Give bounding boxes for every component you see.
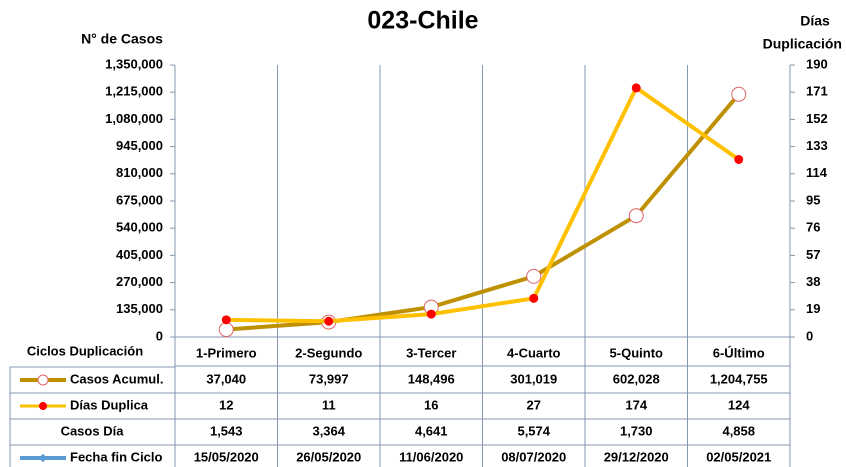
legend-key [37,374,49,386]
legend-key [39,402,47,410]
table-cell: 16 [424,397,438,412]
point [731,86,747,102]
x-tick-label: 6-Último [713,345,765,360]
y-tick-label: 675,000 [116,192,163,207]
x-tick-label: 1-Primero [196,345,257,360]
legend-key [38,453,48,463]
point [529,293,539,303]
y2-tick-label: 19 [806,301,820,316]
y2-tick-label: 95 [806,192,820,207]
y-axis-label: N° de Casos [81,31,163,47]
legend-label: Fecha fin Ciclo [70,449,163,464]
y2-tick-label: 190 [806,56,828,71]
series-line [226,92,741,332]
point [218,322,234,338]
legend-label: Casos Acumul. [70,371,163,386]
point [631,83,641,93]
table-cell: 37,040 [206,371,246,386]
table-cell: 73,997 [309,371,349,386]
y2-axis-label: Duplicación [763,36,842,52]
table-cell: 02/05/2021 [706,449,771,464]
table-cell: 602,028 [613,371,660,386]
table-cell: 148,496 [408,371,455,386]
legend-label: Casos Día [61,423,125,438]
x-tick-label: 4-Cuarto [507,345,561,360]
table-cell: 301,019 [510,371,557,386]
point [734,154,744,164]
chart-title: 023-Chile [367,7,478,35]
y-tick-label: 0 [156,328,163,343]
x-tick-label: 3-Tercer [406,345,456,360]
point [628,208,644,224]
y-tick-label: 810,000 [116,165,163,180]
y2-tick-label: 114 [806,165,828,180]
table-cell: 3,364 [312,423,345,438]
y2-axis-label: Días [800,13,830,29]
point [526,268,542,284]
y2-tick-label: 152 [806,111,828,126]
x-tick-label: 5-Quinto [610,345,663,360]
point [324,316,334,326]
table-cell: 27 [527,397,541,412]
point [221,315,231,325]
y2-tick-label: 133 [806,138,828,153]
series-line [226,84,740,324]
y-tick-label: 1,350,000 [105,56,163,71]
table-cell: 15/05/2020 [194,449,259,464]
y-tick-label: 1,080,000 [105,111,163,126]
y-tick-label: 1,215,000 [105,84,163,99]
table-cell: 11 [322,397,336,412]
point [426,309,436,319]
table-cell: 29/12/2020 [604,449,669,464]
table-cell: 08/07/2020 [501,449,566,464]
y-tick-label: 270,000 [116,274,163,289]
y-tick-label: 945,000 [116,138,163,153]
x-axis-label: Ciclos Duplicación [27,343,143,358]
x-tick-label: 2-Segundo [295,345,362,360]
table-cell: 124 [728,397,750,412]
table-cell: 5,574 [517,423,550,438]
table-cell: 1,730 [620,423,653,438]
y2-tick-label: 0 [806,328,813,343]
y2-tick-label: 57 [806,247,820,262]
table-cell: 4,858 [722,423,755,438]
y-tick-label: 405,000 [116,247,163,262]
table-cell: 12 [219,397,233,412]
y-tick-label: 540,000 [116,220,163,235]
y2-tick-label: 171 [806,84,828,99]
y2-tick-label: 38 [806,274,820,289]
table-cell: 4,641 [415,423,448,438]
table-cell: 1,543 [210,423,243,438]
table-cell: 26/05/2020 [296,449,361,464]
y-tick-label: 135,000 [116,301,163,316]
table-cell: 174 [625,397,647,412]
y2-tick-label: 76 [806,220,820,235]
table-cell: 11/06/2020 [399,449,463,464]
table-cell: 1,204,755 [710,371,768,386]
legend-label: Días Duplica [70,397,149,412]
